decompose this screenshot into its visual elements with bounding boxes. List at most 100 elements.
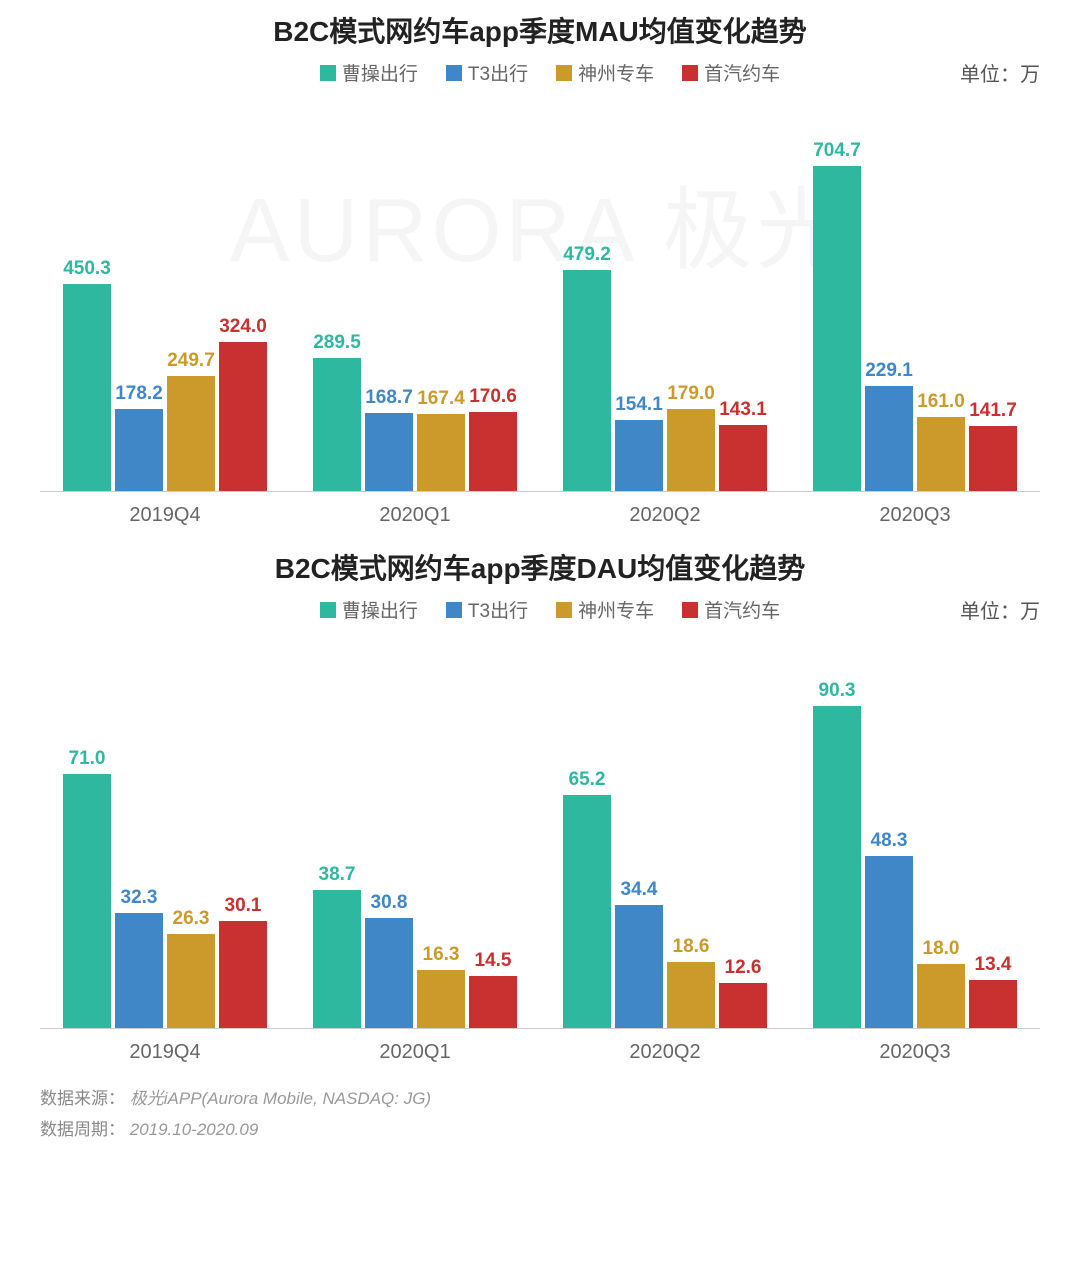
dau-header-row: 曹操出行T3出行神州专车首汽约车 单位：万 [30, 595, 1050, 624]
mau-header-row: 曹操出行T3出行神州专车首汽约车 单位：万 [30, 58, 1050, 87]
legend-label-shenzhou: 神州专车 [578, 596, 654, 623]
bar-value-label: 12.6 [725, 957, 762, 979]
bar-rect [313, 890, 361, 1028]
bar-caocao: 38.7 [313, 864, 361, 1028]
bar-rect [115, 409, 163, 491]
bar-group: 71.0 32.3 26.3 30.1 [40, 748, 290, 1028]
footer-source-prefix: 数据来源： [40, 1089, 125, 1108]
bar-value-label: 13.4 [975, 954, 1012, 976]
bar-value-label: 154.1 [615, 394, 663, 416]
legend-swatch-caocao [320, 65, 336, 81]
bar-value-label: 143.1 [719, 399, 767, 421]
bar-value-label: 18.0 [923, 938, 960, 960]
bar-rect [969, 426, 1017, 491]
legend-swatch-shenzhou [556, 602, 572, 618]
bar-value-label: 65.2 [569, 769, 606, 791]
legend-swatch-shouqi [682, 65, 698, 81]
bar-shouqi: 30.1 [219, 895, 267, 1029]
bar-shouqi: 141.7 [969, 400, 1017, 491]
bar-caocao: 479.2 [563, 244, 611, 491]
bar-value-label: 30.1 [225, 895, 262, 917]
bar-rect [615, 905, 663, 1028]
bar-rect [563, 795, 611, 1028]
bar-value-label: 704.7 [813, 140, 861, 162]
bar-t3: 154.1 [615, 394, 663, 491]
bar-rect [167, 376, 215, 491]
bar-rect [63, 774, 111, 1028]
bar-rect [115, 913, 163, 1028]
bar-value-label: 30.8 [371, 892, 408, 914]
bar-value-label: 170.6 [469, 386, 517, 408]
bar-rect [563, 270, 611, 491]
bar-rect [917, 964, 965, 1028]
bar-value-label: 48.3 [871, 830, 908, 852]
bar-value-label: 32.3 [121, 887, 158, 909]
bar-rect [667, 409, 715, 491]
legend-label-caocao: 曹操出行 [342, 596, 418, 623]
legend-label-caocao: 曹操出行 [342, 59, 418, 86]
bar-rect [615, 420, 663, 491]
bar-shenzhou: 167.4 [417, 388, 465, 491]
bar-rect [865, 386, 913, 492]
legend-label-shouqi: 首汽约车 [704, 59, 780, 86]
x-axis-label: 2020Q3 [790, 504, 1040, 527]
bar-rect [719, 983, 767, 1028]
bar-shenzhou: 16.3 [417, 944, 465, 1028]
bar-value-label: 90.3 [819, 680, 856, 702]
bar-value-label: 249.7 [167, 350, 215, 372]
bar-caocao: 90.3 [813, 680, 861, 1029]
bar-shenzhou: 18.6 [667, 936, 715, 1028]
bar-group: 90.3 48.3 18.0 13.4 [790, 680, 1040, 1029]
x-axis-label: 2020Q1 [290, 504, 540, 527]
bar-t3: 48.3 [865, 830, 913, 1029]
legend-swatch-caocao [320, 602, 336, 618]
mau-x-axis: 2019Q42020Q12020Q22020Q3 [40, 504, 1040, 527]
bar-rect [63, 284, 111, 491]
dau-plot-area: 71.032.326.330.138.730.816.314.565.234.4… [40, 639, 1040, 1029]
bar-shenzhou: 249.7 [167, 350, 215, 491]
bar-caocao: 450.3 [63, 258, 111, 491]
bar-t3: 229.1 [865, 360, 913, 492]
legend-swatch-t3 [446, 602, 462, 618]
bar-group: 289.5 168.7167.4170.6 [290, 332, 540, 491]
dau-chart-title: B2C模式网约车app季度DAU均值变化趋势 [30, 547, 1050, 587]
bar-shouqi: 324.0 [219, 316, 267, 491]
bar-value-label: 168.7 [365, 387, 413, 409]
bar-value-label: 34.4 [621, 879, 658, 901]
bar-shouqi: 13.4 [969, 954, 1017, 1028]
bar-rect [167, 934, 215, 1028]
bar-value-label: 289.5 [313, 332, 361, 354]
bar-t3: 34.4 [615, 879, 663, 1028]
x-axis-label: 2019Q4 [40, 1041, 290, 1064]
bar-shenzhou: 18.0 [917, 938, 965, 1028]
x-axis-label: 2020Q3 [790, 1041, 1040, 1064]
bar-value-label: 16.3 [423, 944, 460, 966]
bar-rect [865, 856, 913, 1029]
bar-value-label: 71.0 [69, 748, 106, 770]
bar-value-label: 38.7 [319, 864, 356, 886]
bar-caocao: 704.7 [813, 140, 861, 491]
x-axis-label: 2019Q4 [40, 504, 290, 527]
bar-rect [365, 918, 413, 1028]
bar-rect [719, 425, 767, 491]
bar-rect [813, 706, 861, 1029]
legend-item-caocao: 曹操出行 [320, 59, 418, 86]
bar-value-label: 141.7 [969, 400, 1017, 422]
bar-value-label: 229.1 [865, 360, 913, 382]
bar-caocao: 289.5 [313, 332, 361, 491]
bar-t3: 168.7 [365, 387, 413, 491]
bar-group: 704.7 229.1161.0141.7 [790, 140, 1040, 491]
x-axis-label: 2020Q2 [540, 504, 790, 527]
bar-rect [969, 980, 1017, 1028]
bar-rect [813, 166, 861, 491]
legend-item-shouqi: 首汽约车 [682, 59, 780, 86]
legend-item-caocao: 曹操出行 [320, 596, 418, 623]
bar-shenzhou: 161.0 [917, 391, 965, 491]
legend-label-t3: T3出行 [468, 596, 528, 623]
mau-unit-label: 单位：万 [960, 58, 1040, 87]
dau-x-axis: 2019Q42020Q12020Q22020Q3 [40, 1041, 1040, 1064]
bar-caocao: 71.0 [63, 748, 111, 1028]
bar-shenzhou: 26.3 [167, 908, 215, 1028]
legend-item-shouqi: 首汽约车 [682, 596, 780, 623]
bar-value-label: 450.3 [63, 258, 111, 280]
